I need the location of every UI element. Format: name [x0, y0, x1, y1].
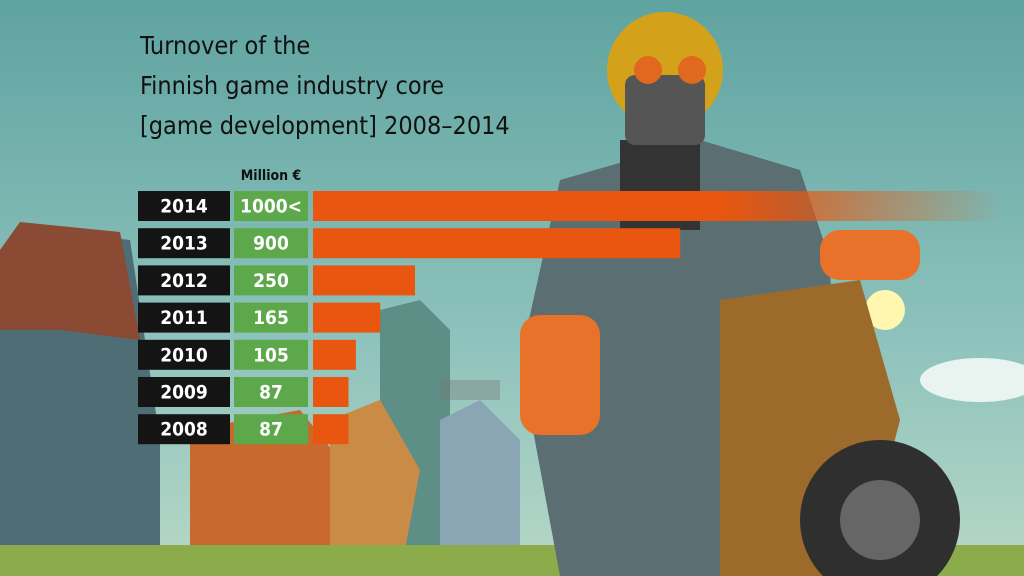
- bar: [313, 377, 349, 407]
- unit-label: Million €: [241, 168, 302, 184]
- bar: [313, 265, 415, 296]
- year-box: [138, 339, 230, 370]
- bar: [313, 228, 681, 259]
- value-box: [234, 377, 308, 407]
- value-label: 87: [259, 382, 283, 404]
- value-label: 87: [259, 419, 283, 441]
- year-label: 2013: [160, 233, 208, 255]
- year-label: 2009: [160, 382, 208, 404]
- bar: [313, 191, 721, 221]
- year-label: 2014: [160, 196, 208, 218]
- value-box: [234, 302, 308, 333]
- bar-fade-tail: [721, 191, 1004, 221]
- value-box: [234, 265, 308, 296]
- year-label: 2010: [160, 344, 208, 366]
- year-box: [138, 414, 230, 445]
- value-box: [234, 228, 308, 259]
- year-label: 2011: [160, 307, 208, 329]
- value-label: 165: [253, 307, 289, 329]
- value-label: 1000<: [240, 196, 302, 218]
- value-label: 900: [253, 233, 289, 255]
- value-box: [234, 191, 308, 221]
- bar: [313, 414, 349, 445]
- year-box: [138, 302, 230, 333]
- value-box: [234, 339, 308, 370]
- year-box: [138, 377, 230, 407]
- chart-title-line: Finnish game industry core: [140, 71, 444, 100]
- chart-title-line: Turnover of the: [139, 31, 310, 60]
- chart-title-line: [game development] 2008–2014: [140, 111, 510, 140]
- year-box: [138, 228, 230, 259]
- year-box: [138, 191, 230, 221]
- title: Turnover of the Finnish game industry co…: [139, 31, 510, 140]
- bar: [313, 302, 381, 333]
- bar: [313, 339, 356, 370]
- value-label: 105: [253, 344, 289, 366]
- year-box: [138, 265, 230, 296]
- value-label: 250: [253, 270, 289, 292]
- year-label: 2008: [160, 419, 208, 441]
- value-box: [234, 414, 308, 445]
- year-label: 2012: [160, 270, 208, 292]
- rows: 2014 1000< 2013 900 2012 250 2011 165 2010 105 200…: [138, 191, 1004, 445]
